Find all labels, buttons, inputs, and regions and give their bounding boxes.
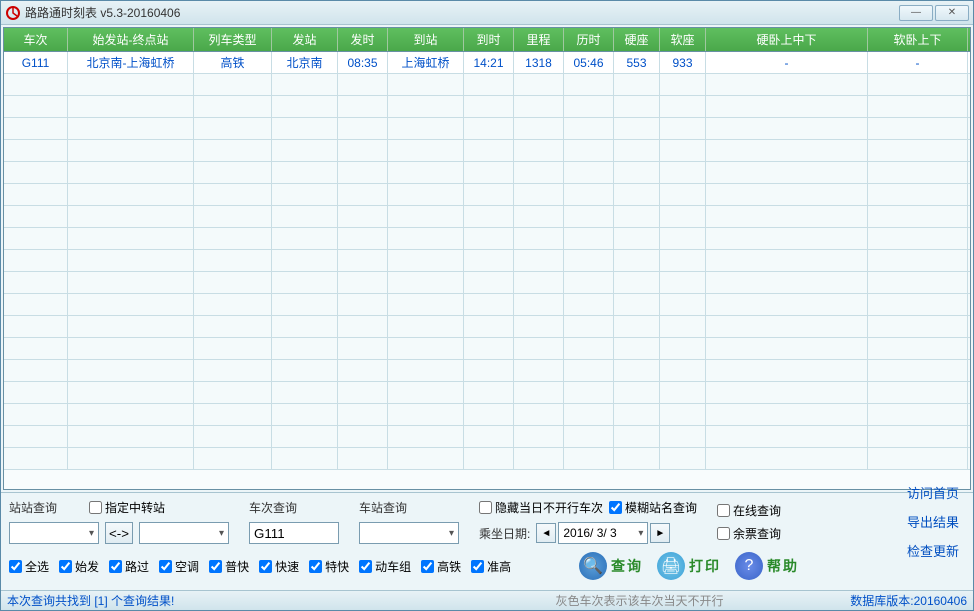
table-row <box>4 140 970 162</box>
table-cell: 14:21 <box>464 52 514 73</box>
table-cell: 08:35 <box>338 52 388 73</box>
table-row <box>4 272 970 294</box>
print-button[interactable]: 🖨 打印 <box>657 552 721 580</box>
table-row <box>4 250 970 272</box>
column-header[interactable]: 始发站-终点站 <box>68 28 194 51</box>
print-icon: 🖨 <box>657 552 685 580</box>
statusbar: 本次查询共找到 [1] 个查询结果! 灰色车次表示该车次当天不开行 数据库版本:… <box>1 590 973 610</box>
from-station-combo[interactable] <box>9 522 99 544</box>
table-row <box>4 404 970 426</box>
status-note: 灰色车次表示该车次当天不开行 <box>429 592 851 609</box>
table-cell: 05:46 <box>564 52 614 73</box>
remaining-checkbox[interactable]: 余票查询 <box>717 525 781 542</box>
window-title: 路路通时刻表 v5.3-20160406 <box>25 4 899 21</box>
status-result-count: 本次查询共找到 [1] 个查询结果! <box>7 592 429 609</box>
table-row <box>4 184 970 206</box>
filter-checkbox[interactable]: 普快 <box>209 558 249 575</box>
table-cell: 高铁 <box>194 52 272 73</box>
filter-checkbox[interactable]: 快速 <box>259 558 299 575</box>
table-cell: 北京南-上海虹桥 <box>68 52 194 73</box>
filter-checkbox[interactable]: 动车组 <box>359 558 411 575</box>
online-checkbox[interactable]: 在线查询 <box>717 502 781 519</box>
column-header[interactable]: 发站 <box>272 28 338 51</box>
home-link[interactable]: 访问首页 <box>907 483 959 502</box>
table-row <box>4 360 970 382</box>
table-cell: G111 <box>4 52 68 73</box>
transfer-checkbox[interactable]: 指定中转站 <box>89 499 165 516</box>
column-header[interactable]: 列车类型 <box>194 28 272 51</box>
table-row <box>4 426 970 448</box>
close-button[interactable]: ✕ <box>935 5 969 21</box>
table-row <box>4 338 970 360</box>
filter-checkbox[interactable]: 始发 <box>59 558 99 575</box>
fuzzy-checkbox[interactable]: 模糊站名查询 <box>609 499 697 516</box>
filter-checkbox[interactable]: 高铁 <box>421 558 461 575</box>
filter-checkbox[interactable]: 全选 <box>9 558 49 575</box>
filter-checkbox[interactable]: 空调 <box>159 558 199 575</box>
export-link[interactable]: 导出结果 <box>907 512 959 531</box>
column-header[interactable]: 硬卧上中下 <box>706 28 868 51</box>
results-table: 车次始发站-终点站列车类型发站发时到站到时里程历时硬座软座硬卧上中下软卧上下 G… <box>3 27 971 490</box>
date-prev-button[interactable]: ◄ <box>536 523 556 543</box>
update-link[interactable]: 检查更新 <box>907 541 959 560</box>
filter-checkbox[interactable]: 准高 <box>471 558 511 575</box>
table-row[interactable]: G111北京南-上海虹桥高铁北京南08:35上海虹桥14:21131805:46… <box>4 52 970 74</box>
filter-checkbox[interactable]: 特快 <box>309 558 349 575</box>
table-row <box>4 448 970 470</box>
ride-date-label: 乘坐日期: <box>479 525 530 542</box>
table-row <box>4 74 970 96</box>
station-name-query-label: 车站查询 <box>359 499 407 516</box>
swap-button[interactable]: <-> <box>105 522 133 544</box>
column-header[interactable]: 软卧上下 <box>868 28 968 51</box>
column-header[interactable]: 车次 <box>4 28 68 51</box>
column-header[interactable]: 到站 <box>388 28 464 51</box>
table-cell: - <box>868 52 968 73</box>
table-cell: 933 <box>660 52 706 73</box>
date-combo[interactable]: 2016/ 3/ 3 <box>558 522 648 544</box>
station-query-label: 站站查询 <box>9 499 57 516</box>
column-header[interactable]: 到时 <box>464 28 514 51</box>
search-icon: 🔍 <box>579 552 607 580</box>
filter-checkbox[interactable]: 路过 <box>109 558 149 575</box>
titlebar: 路路通时刻表 v5.3-20160406 — ✕ <box>1 1 973 25</box>
table-row <box>4 228 970 250</box>
column-header[interactable]: 发时 <box>338 28 388 51</box>
table-row <box>4 316 970 338</box>
table-row <box>4 162 970 184</box>
table-row <box>4 96 970 118</box>
controls-panel: 站站查询 指定中转站 <-> 车次查询 车站查询 <box>1 492 973 590</box>
table-row <box>4 118 970 140</box>
column-header[interactable]: 软座 <box>660 28 706 51</box>
app-icon <box>5 5 21 21</box>
table-cell: 1318 <box>514 52 564 73</box>
column-header[interactable]: 里程 <box>514 28 564 51</box>
table-row <box>4 294 970 316</box>
station-name-combo[interactable] <box>359 522 459 544</box>
search-button[interactable]: 🔍 查询 <box>579 552 643 580</box>
table-cell: - <box>706 52 868 73</box>
minimize-button[interactable]: — <box>899 5 933 21</box>
help-icon: ? <box>735 552 763 580</box>
table-row <box>4 206 970 228</box>
status-db-version: 数据库版本:20160406 <box>850 592 967 609</box>
column-header[interactable]: 历时 <box>564 28 614 51</box>
train-number-input[interactable] <box>249 522 339 544</box>
train-query-label: 车次查询 <box>249 499 297 516</box>
to-station-combo[interactable] <box>139 522 229 544</box>
table-cell: 553 <box>614 52 660 73</box>
table-cell: 北京南 <box>272 52 338 73</box>
table-cell: 上海虹桥 <box>388 52 464 73</box>
help-button[interactable]: ? 帮助 <box>735 552 799 580</box>
date-next-button[interactable]: ► <box>650 523 670 543</box>
column-header[interactable]: 硬座 <box>614 28 660 51</box>
hide-no-run-checkbox[interactable]: 隐藏当日不开行车次 <box>479 499 603 516</box>
table-row <box>4 382 970 404</box>
